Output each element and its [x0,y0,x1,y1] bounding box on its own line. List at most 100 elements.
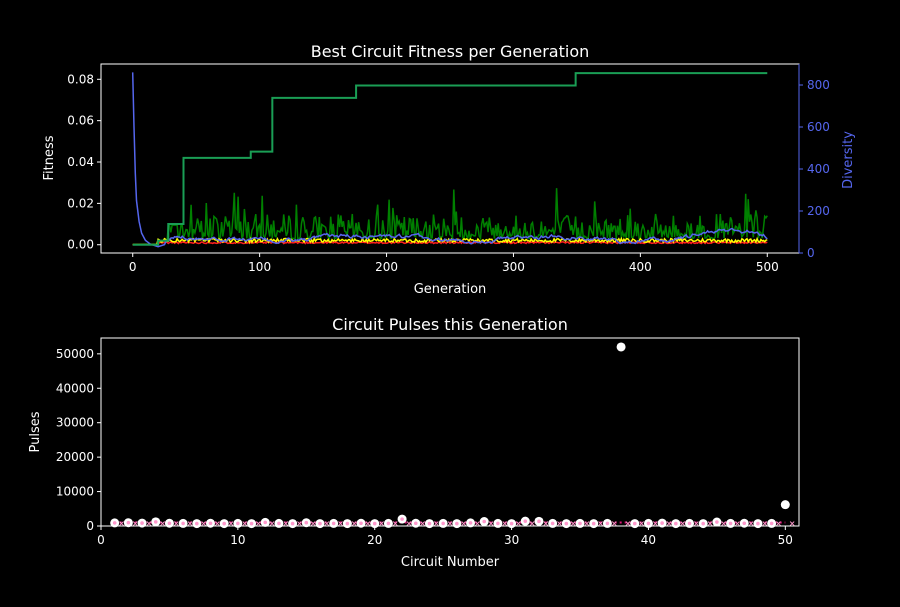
pulse-point-center [359,521,363,526]
baseline-marker [392,521,398,526]
pulse-point-center [646,521,651,526]
fitness-y-label: Fitness [42,135,57,180]
baseline-marker [132,521,138,526]
pulse-point-center [742,521,747,526]
pulse-point-center [304,520,309,525]
pulse-point-center [140,521,144,525]
x-tick-label: 40 [641,533,656,547]
baseline-marker [735,521,740,526]
pulse-point-center [277,521,281,526]
pulse-point-center [167,521,172,526]
x-tick-label: 100 [248,260,271,274]
pulse-point-center [345,521,350,526]
baseline-marker [283,521,289,526]
pulse-point-center [441,521,445,526]
y2-tick-label: 400 [807,162,830,176]
pulse-point-center [400,517,404,521]
pulse-point-center [769,521,774,526]
fluctuating-fitness-line [132,188,768,246]
baseline-marker [338,521,343,526]
baseline-marker [379,521,384,526]
y-tick-label: 0.00 [67,238,94,252]
baseline-marker [310,521,316,526]
baseline-marker [570,521,576,526]
y-tick-label: 20000 [56,450,94,464]
y-tick-label: 10000 [56,485,94,499]
y-tick-label: 40000 [56,381,94,395]
average-fitness-line [132,236,768,246]
baseline-marker [789,521,795,526]
pulse-point-center [660,521,664,525]
pulse-point-center [509,521,514,526]
fitness-y-ticks: 0.00 0.02 0.04 0.06 0.08 [67,72,101,252]
pulse-point-center [496,521,500,526]
pulse-point-center [181,521,185,526]
x-tick-label: 30 [504,533,519,547]
y2-tick-label: 800 [807,78,830,92]
pulse-point-center [290,521,295,526]
pulse-point [780,500,790,510]
pulse-point-center [715,520,719,524]
baseline-marker [433,521,439,526]
baseline-marker [666,521,672,526]
baseline-marker [475,521,480,526]
y-tick-label: 50000 [56,347,94,361]
baseline-marker [543,521,549,526]
baseline-marker [516,521,521,526]
pulses-y-label: Pulses [28,411,43,452]
diversity-line [131,72,768,248]
x-tick-label: 300 [502,260,525,274]
pulse-point-center [564,521,569,526]
pulse-point-center [578,521,582,526]
baseline-marker [324,521,330,526]
x-tick-label: 50 [778,533,793,547]
baseline-marker [639,521,644,526]
pulse-point-center [249,521,254,526]
baseline-marker [461,521,467,526]
pulse-point-center [482,519,487,524]
pulse-point-center [687,521,692,526]
y-tick-label: 0 [86,519,94,533]
y-tick-label: 30000 [56,416,94,430]
baseline-marker [488,521,494,526]
diversity-y-ticks: 0 200 400 600 800 [799,78,830,260]
baseline-marker [173,521,179,526]
pulse-point-center [153,520,158,524]
pulse-point-center [632,521,637,526]
pulse-point-center [413,521,418,526]
baseline-marker [721,521,727,526]
baseline-marker [119,521,124,526]
fitness-chart: Best Circuit Fitness per Generation 0 100… [42,42,856,297]
baseline-marker [406,521,412,526]
baseline-marker [707,521,713,526]
pulses-chart: Circuit Pulses this Generation 0 10 20 30 40… [28,315,800,570]
fitness-chart-title: Best Circuit Fitness per Generation [311,42,590,61]
x-tick-label: 400 [629,260,652,274]
baseline-marker [529,521,535,526]
baseline-marker [680,521,686,526]
fitness-x-ticks: 0 100 200 300 400 500 [129,253,779,274]
baseline-marker [652,521,658,526]
baseline-marker [187,521,193,526]
pulse-point-center [523,519,528,523]
baseline-marker [228,521,234,526]
baseline-marker [351,521,357,526]
pulse-point-center [318,521,322,526]
baseline-marker [242,521,248,526]
baseline-marker [625,521,631,526]
pulse-point-center [112,521,117,525]
baseline-marker [693,521,699,526]
pulse-point-center [605,521,610,526]
baseline-marker [160,521,165,526]
baseline-marker [762,521,768,526]
pulse-point-center [331,521,336,526]
baseline-marker [584,521,590,526]
baseline-marker [365,521,371,526]
pulse-point-center [674,521,678,526]
pulse-point-center [427,521,432,526]
y-tick-label: 0.08 [67,72,94,86]
x-tick-label: 0 [129,260,137,274]
x-tick-label: 20 [367,533,382,547]
